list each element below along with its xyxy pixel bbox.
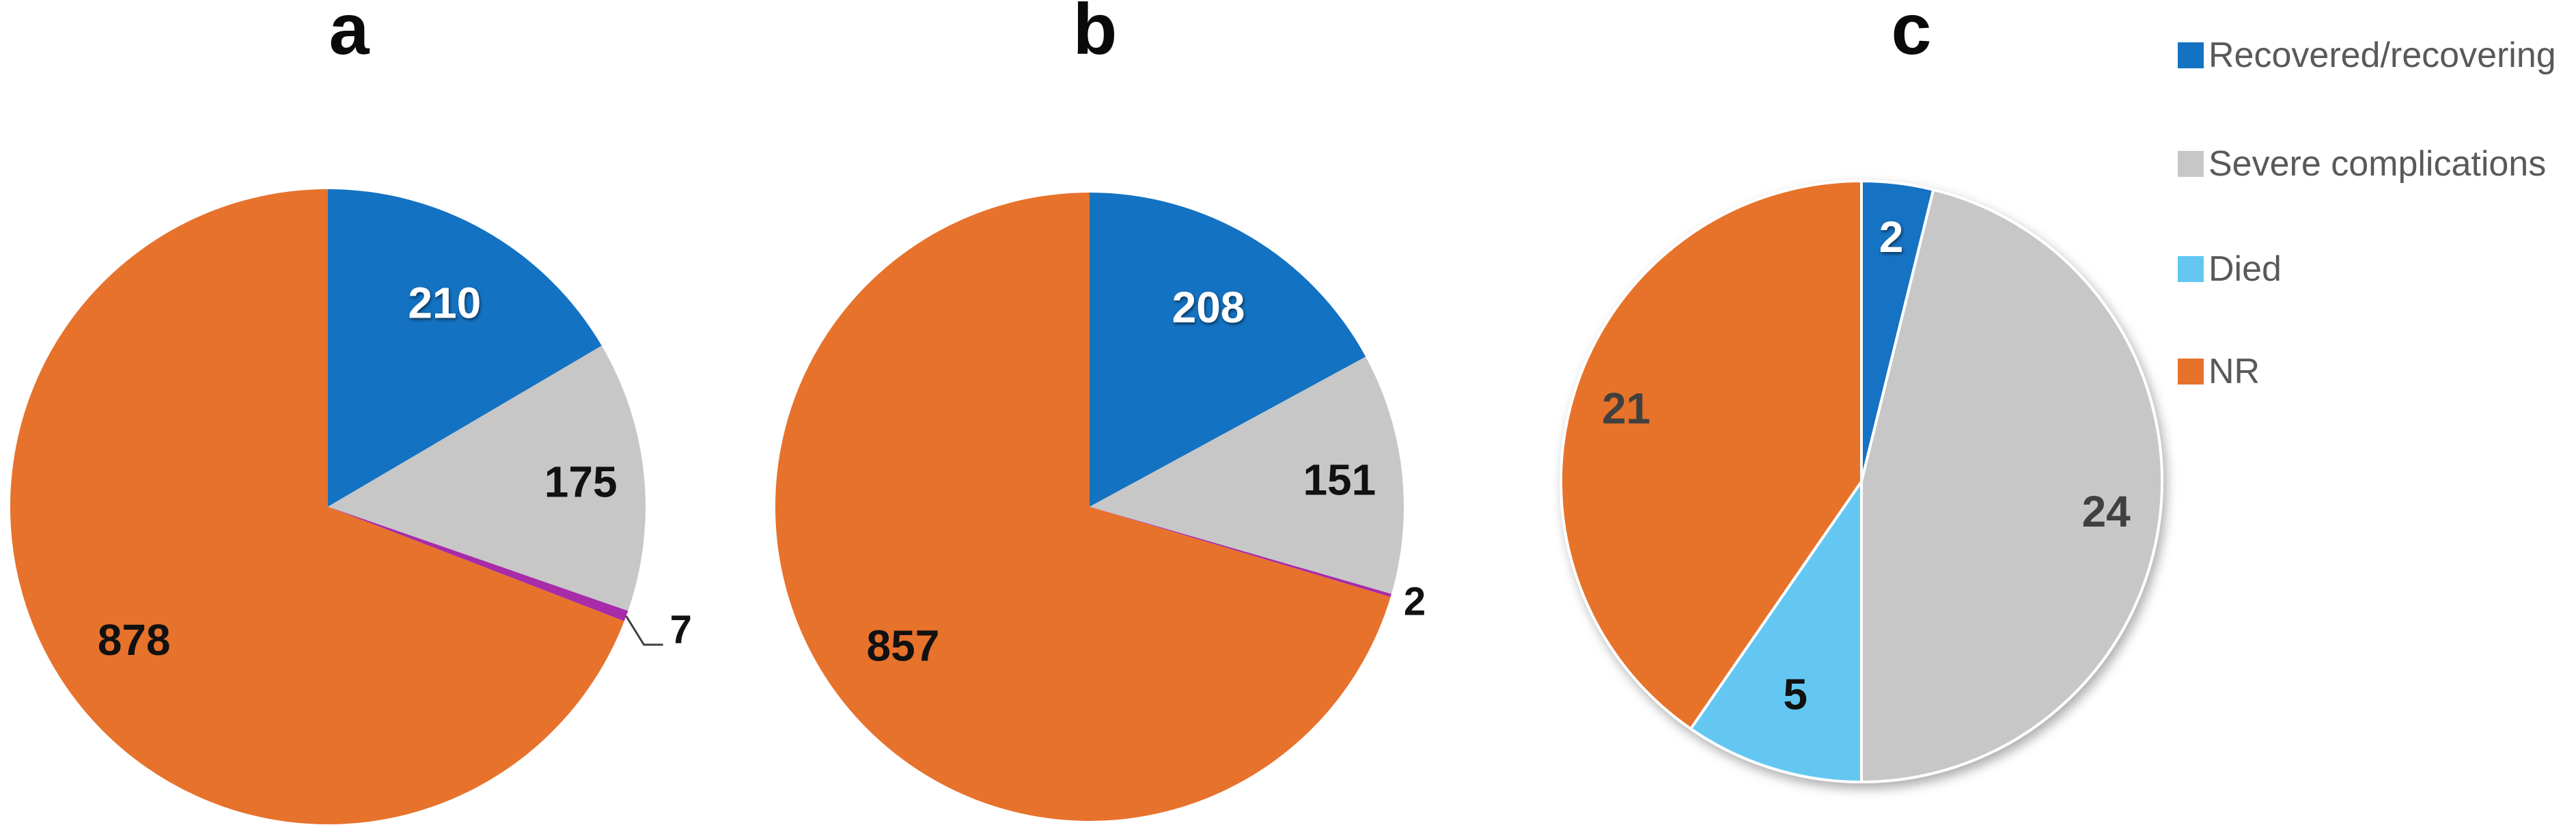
pie-slice-a-nr	[10, 189, 624, 825]
legend-item-died: Died	[2178, 249, 2282, 289]
data-label-a-878: 878	[98, 615, 171, 665]
legend-label-recovered: Recovered/recovering	[2208, 36, 2556, 75]
pie-chart-b	[775, 193, 1404, 821]
pie-chart-b-labels: 208 151 2 857	[867, 283, 1426, 671]
pie-slice-a-died	[328, 507, 628, 621]
legend-item-recovered: Recovered/recovering	[2178, 36, 2556, 75]
legend-item-severe-complications: Severe complications	[2178, 144, 2546, 184]
data-label-b-2: 2	[1404, 580, 1426, 624]
data-label-c-24: 24	[2082, 487, 2131, 536]
pie-chart-c-labels: 2 24 5 21	[1602, 212, 2131, 718]
pie-chart-a	[10, 189, 646, 825]
data-label-a-175: 175	[544, 458, 618, 507]
legend-swatch-nr-icon	[2178, 359, 2204, 384]
legend-label-severe-complications: Severe complications	[2208, 144, 2547, 184]
pie-slice-b-recovered-recovering	[1090, 193, 1366, 507]
pie-chart-a-labels: 210 175 7 878	[98, 279, 692, 665]
data-label-b-208: 208	[1172, 283, 1245, 332]
legend-swatch-recovered-icon	[2178, 42, 2204, 68]
data-label-a-210: 210	[408, 279, 481, 328]
chart-title-b: b	[1072, 0, 1118, 70]
data-label-b-151: 151	[1303, 456, 1376, 505]
pie-slice-b-nr	[775, 193, 1391, 821]
data-label-a-7: 7	[670, 607, 692, 652]
pie-slice-b-died	[1090, 507, 1391, 598]
data-label-b-857: 857	[867, 621, 940, 671]
legend-swatch-severe-complications-icon	[2178, 151, 2204, 177]
leader-line-a-7	[625, 615, 663, 646]
chart-title-c: c	[1891, 0, 1932, 70]
pie-slice-a-recovered-recovering	[328, 189, 602, 507]
legend-label-died: Died	[2208, 249, 2282, 289]
legend-label-nr: NR	[2208, 352, 2260, 391]
chart-title-a: a	[329, 0, 370, 70]
data-label-c-21: 21	[1602, 384, 1650, 433]
legend-swatch-died-icon	[2178, 256, 2204, 282]
pie-chart-c	[1560, 180, 2163, 783]
data-label-c-5: 5	[1783, 669, 1808, 718]
pie-slice-a-severe-complications	[328, 346, 646, 611]
pie-slice-c-nr	[1560, 180, 1863, 731]
data-label-c-2: 2	[1879, 212, 1904, 262]
legend: Recovered/recovering Severe complication…	[2178, 0, 2574, 410]
pie-slice-c-severe-complications	[1860, 188, 2163, 783]
pie-slice-b-severe-complications	[1090, 356, 1404, 594]
legend-item-nr: NR	[2178, 352, 2260, 391]
pie-slice-c-died	[1689, 480, 1863, 783]
